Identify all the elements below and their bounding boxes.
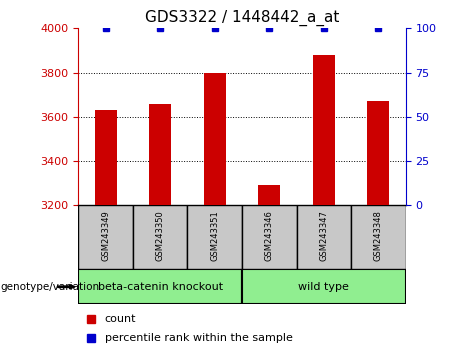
Bar	[313, 55, 335, 205]
Bar	[78, 205, 133, 269]
Bar	[204, 73, 226, 205]
Bar	[258, 185, 280, 205]
Text: GSM243346: GSM243346	[265, 211, 274, 261]
Text: percentile rank within the sample: percentile rank within the sample	[105, 333, 292, 343]
Bar	[296, 205, 351, 269]
Text: wild type: wild type	[298, 282, 349, 292]
Text: count: count	[105, 314, 136, 324]
Bar	[242, 205, 296, 269]
Bar	[149, 103, 171, 205]
Bar	[95, 110, 117, 205]
Bar	[242, 269, 406, 304]
Bar	[367, 101, 389, 205]
Bar	[133, 205, 188, 269]
Bar	[188, 205, 242, 269]
Text: GSM243350: GSM243350	[156, 211, 165, 261]
Bar	[78, 269, 242, 304]
Bar	[351, 205, 406, 269]
Text: GSM243349: GSM243349	[101, 211, 110, 261]
Title: GDS3322 / 1448442_a_at: GDS3322 / 1448442_a_at	[145, 9, 339, 25]
Text: GSM243351: GSM243351	[210, 211, 219, 261]
Text: beta-catenin knockout: beta-catenin knockout	[98, 282, 223, 292]
Text: GSM243347: GSM243347	[319, 211, 328, 261]
Text: genotype/variation: genotype/variation	[0, 282, 99, 292]
Text: GSM243348: GSM243348	[374, 211, 383, 261]
